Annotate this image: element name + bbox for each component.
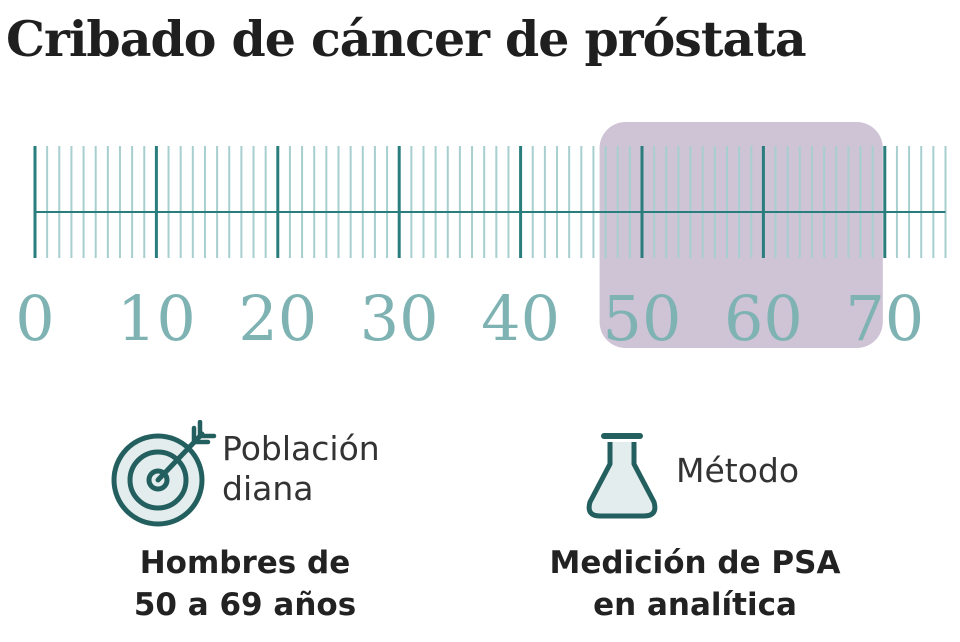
age-timeline: 0 10 20 30 40 50 60 70	[15, 122, 947, 355]
method-label: Método	[676, 451, 800, 490]
tick-label: 0	[15, 282, 54, 355]
tick-label: 40	[481, 282, 560, 355]
target-population-header: Población diana	[110, 420, 380, 530]
tick-label: 50	[603, 282, 682, 355]
method-value: Medición de PSA en analítica	[520, 542, 870, 626]
target-value-line2: 50 a 69 años	[133, 587, 357, 623]
method-value-line1: Medición de PSA	[549, 545, 841, 581]
target-label-line1: Población	[222, 429, 380, 468]
target-label-line2: diana	[222, 469, 314, 508]
tick-label: 20	[238, 282, 317, 355]
tick-label: 10	[117, 282, 196, 355]
tick-label: 60	[724, 282, 803, 355]
tick-label: 30	[360, 282, 439, 355]
target-population-value: Hombres de 50 a 69 años	[90, 542, 400, 626]
page-title: Cribado de cáncer de próstata	[6, 10, 807, 68]
tick-label: 70	[845, 282, 924, 355]
target-value-line1: Hombres de	[139, 545, 351, 581]
minor-ticks	[46, 146, 947, 258]
major-ticks	[33, 146, 887, 258]
method-value-line2: en analítica	[593, 587, 797, 623]
lab-flask-icon	[586, 433, 658, 519]
method-header: Método	[584, 428, 799, 522]
target-with-arrow-icon	[111, 420, 217, 527]
tick-labels: 0 10 20 30 40 50 60 70	[15, 282, 924, 355]
